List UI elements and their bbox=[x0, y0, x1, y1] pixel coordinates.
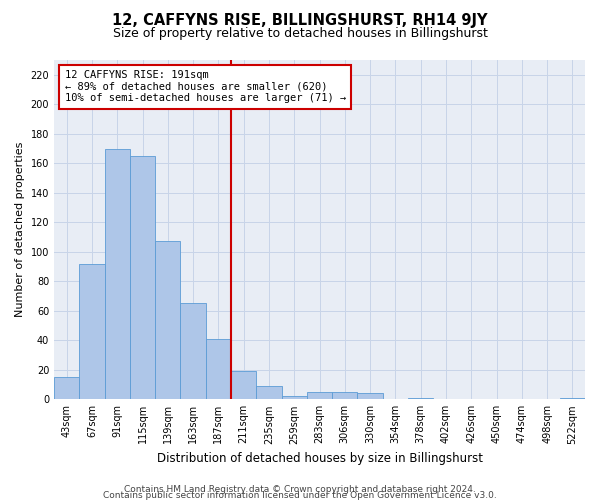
Bar bbox=[358, 394, 383, 400]
Bar bbox=[281, 396, 307, 400]
Text: Size of property relative to detached houses in Billingshurst: Size of property relative to detached ho… bbox=[113, 28, 487, 40]
Bar bbox=[408, 398, 433, 400]
Bar bbox=[256, 386, 281, 400]
Y-axis label: Number of detached properties: Number of detached properties bbox=[15, 142, 25, 318]
Bar bbox=[332, 392, 358, 400]
Bar bbox=[307, 392, 332, 400]
Bar bbox=[79, 264, 104, 400]
X-axis label: Distribution of detached houses by size in Billingshurst: Distribution of detached houses by size … bbox=[157, 452, 482, 465]
Text: 12 CAFFYNS RISE: 191sqm
← 89% of detached houses are smaller (620)
10% of semi-d: 12 CAFFYNS RISE: 191sqm ← 89% of detache… bbox=[65, 70, 346, 103]
Bar bbox=[130, 156, 155, 400]
Text: Contains HM Land Registry data © Crown copyright and database right 2024.: Contains HM Land Registry data © Crown c… bbox=[124, 485, 476, 494]
Bar bbox=[54, 377, 79, 400]
Bar bbox=[155, 242, 181, 400]
Bar bbox=[560, 398, 585, 400]
Bar bbox=[206, 339, 231, 400]
Text: Contains public sector information licensed under the Open Government Licence v3: Contains public sector information licen… bbox=[103, 491, 497, 500]
Text: 12, CAFFYNS RISE, BILLINGSHURST, RH14 9JY: 12, CAFFYNS RISE, BILLINGSHURST, RH14 9J… bbox=[112, 12, 488, 28]
Bar bbox=[231, 372, 256, 400]
Bar bbox=[104, 148, 130, 400]
Bar bbox=[181, 304, 206, 400]
